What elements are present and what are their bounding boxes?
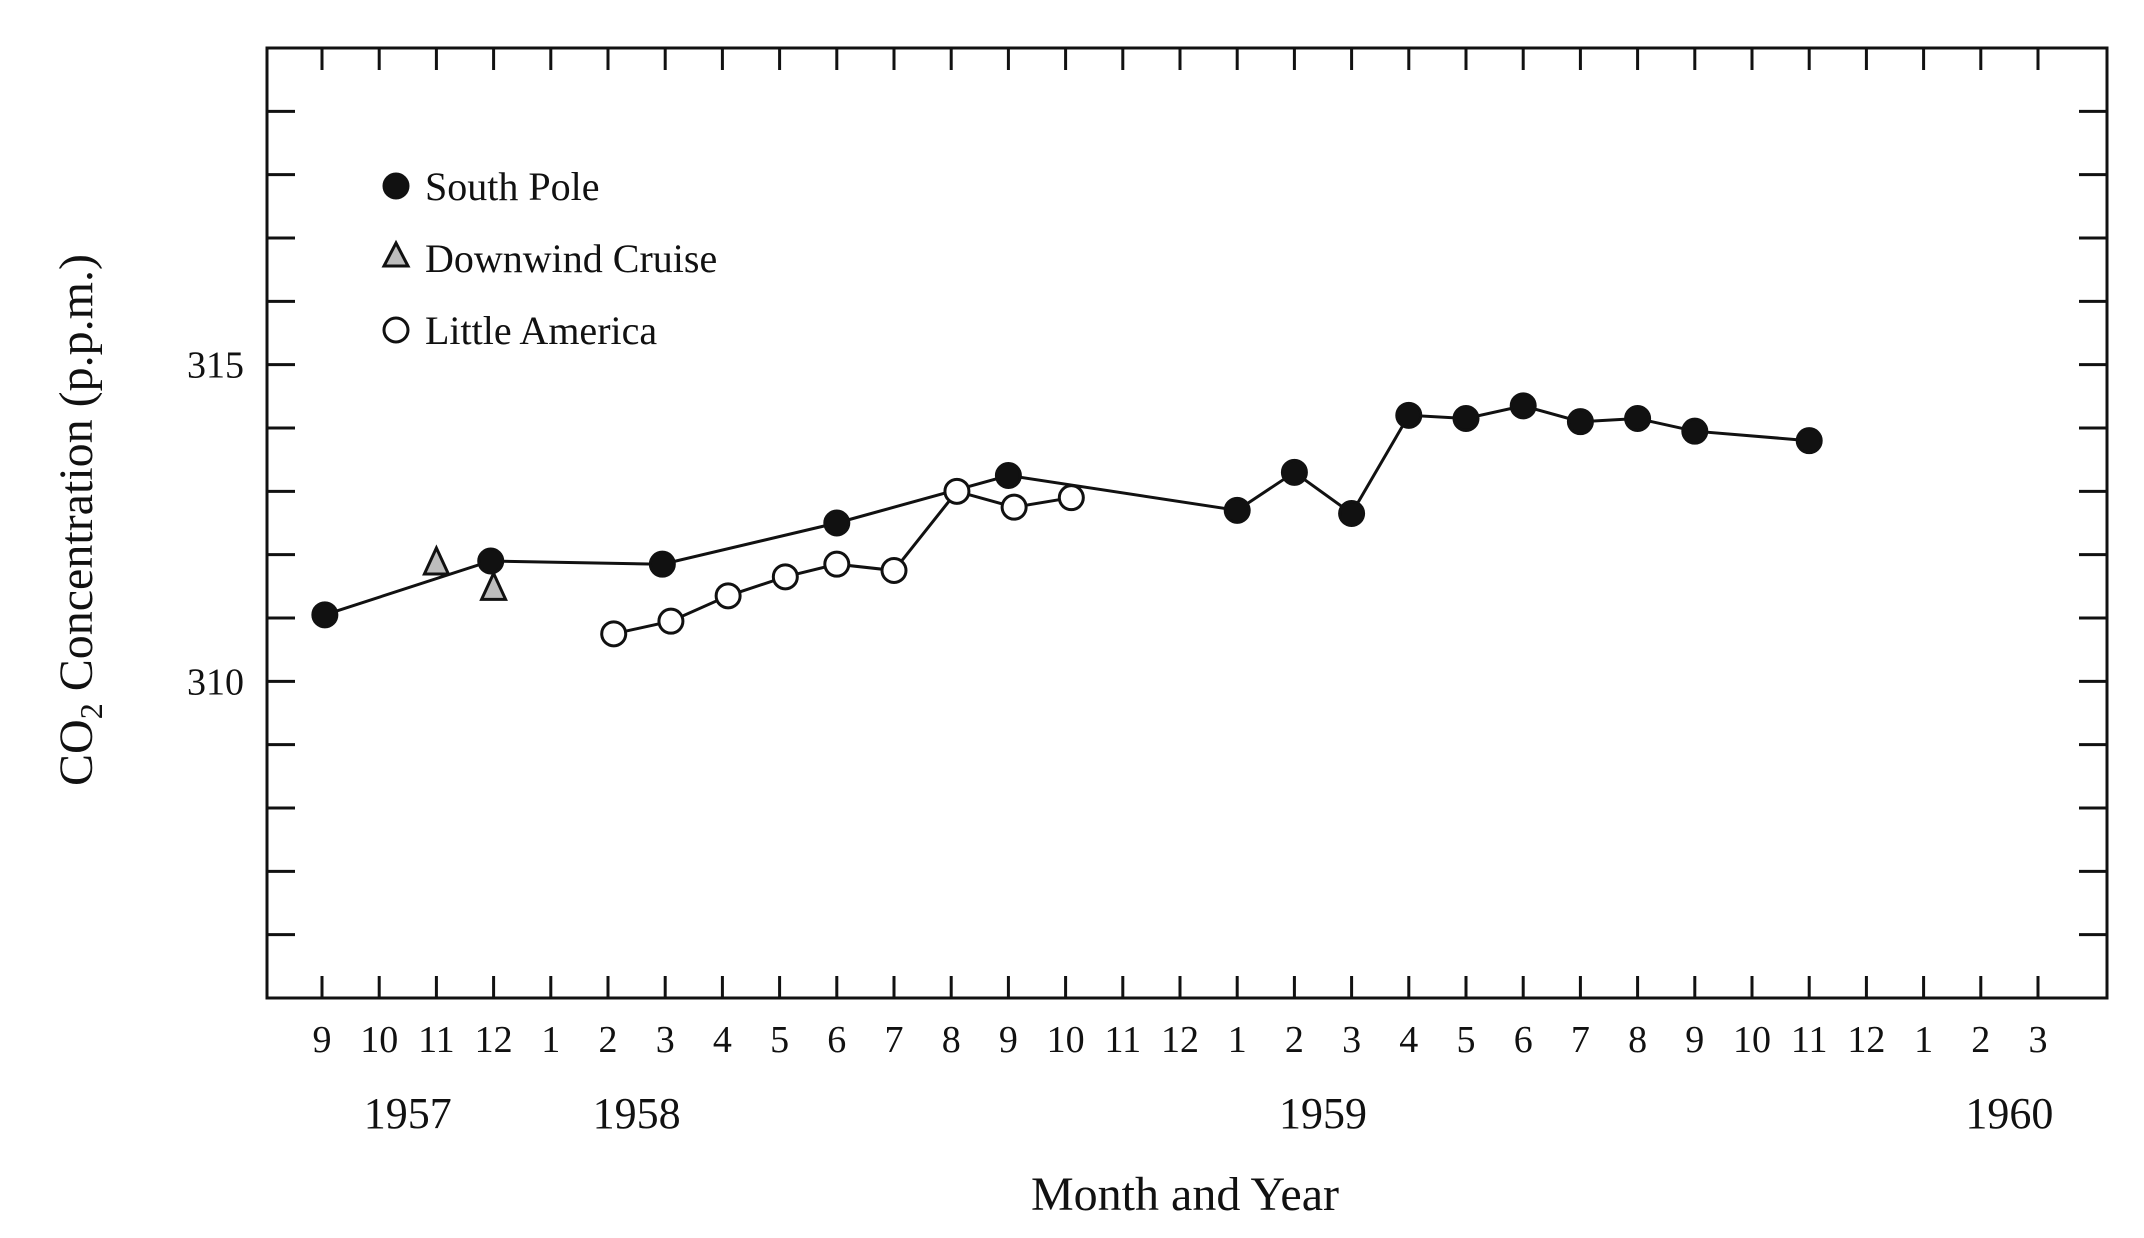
x-tick-label: 2 — [1971, 1019, 1990, 1061]
x-tick-label: 9 — [313, 1019, 332, 1061]
x-axis-title: Month and Year — [1031, 1168, 1339, 1221]
x-tick-label: 5 — [1457, 1019, 1476, 1061]
axis-ticks — [267, 48, 2107, 998]
x-tick-label: 12 — [475, 1019, 513, 1061]
x-tick-label: 11 — [1791, 1019, 1828, 1061]
legend-label: Little America — [425, 308, 657, 353]
year-labels: 1957 1958 1959 1960 — [364, 1089, 2054, 1138]
data-point-south-pole — [648, 550, 676, 578]
data-point-south-pole — [1280, 458, 1308, 486]
data-point-south-pole — [1452, 405, 1480, 432]
data-point-south-pole — [1566, 408, 1594, 436]
x-tick-label: 1 — [541, 1019, 560, 1061]
data-point-little-america — [600, 620, 628, 648]
data-point-little-america — [943, 477, 971, 505]
x-tick-label: 10 — [360, 1019, 398, 1061]
legend-item-little-america: Little America — [382, 308, 657, 353]
x-tick-label: 9 — [1685, 1019, 1704, 1061]
x-tick-label: 6 — [1514, 1019, 1533, 1061]
data-point-south-pole — [1395, 401, 1423, 429]
y-tick-label: 310 — [187, 661, 244, 703]
legend-marker-open-circle — [382, 316, 410, 344]
legend-label: South Pole — [425, 164, 599, 209]
legend-marker-triangle — [381, 239, 411, 268]
y-axis-title: CO2 Concentration (p.p.m.) — [50, 254, 109, 786]
x-tick-label: 3 — [1342, 1019, 1361, 1061]
data-point-south-pole — [311, 601, 339, 629]
x-tick-label: 2 — [1285, 1019, 1304, 1061]
x-tick-label: 3 — [2029, 1019, 2048, 1061]
data-point-south-pole — [1624, 405, 1652, 432]
x-year-label: 1960 — [1965, 1089, 2053, 1138]
y-axis-title-suffix: Concentration (p.p.m.) — [50, 254, 103, 703]
data-point-little-america — [880, 557, 908, 584]
data-point-south-pole — [477, 547, 505, 575]
x-year-label: 1959 — [1279, 1089, 1367, 1138]
data-point-south-pole — [823, 509, 851, 537]
data-point-downwind-cruise — [479, 569, 508, 601]
legend-label: Downwind Cruise — [425, 236, 717, 281]
x-tick-label: 2 — [599, 1019, 618, 1061]
x-tick-label: 8 — [942, 1019, 961, 1061]
x-tick-label: 11 — [1105, 1019, 1142, 1061]
plot-frame — [265, 46, 2109, 1000]
data-point-little-america — [1000, 493, 1028, 521]
x-tick-label: 7 — [1571, 1019, 1590, 1061]
data-point-little-america — [1057, 484, 1085, 512]
x-tick-label: 7 — [885, 1019, 904, 1061]
x-tick-label: 10 — [1733, 1019, 1771, 1061]
x-tick-label: 4 — [1399, 1019, 1418, 1061]
x-tick-label: 8 — [1628, 1019, 1647, 1061]
x-year-label: 1957 — [364, 1089, 452, 1138]
tick-labels: 9 10 11 12 1 2 3 4 5 6 7 8 9 10 11 12 1 2 3 4 5 6 7 8 9 10 11 12 1 2 3… — [187, 345, 2048, 1061]
series-lines — [324, 404, 1810, 636]
y-tick-label: 315 — [187, 345, 244, 387]
series-markers — [311, 392, 1823, 648]
x-tick-label: 3 — [656, 1019, 675, 1061]
x-tick-label: 10 — [1047, 1019, 1085, 1061]
data-point-little-america — [714, 582, 742, 610]
y-axis-title-prefix: CO — [50, 719, 103, 786]
x-tick-label: 5 — [770, 1019, 789, 1061]
x-tick-label: 6 — [827, 1019, 846, 1061]
data-point-south-pole — [994, 462, 1022, 489]
data-point-little-america — [657, 607, 685, 635]
data-point-south-pole — [1681, 417, 1709, 445]
x-tick-label: 1 — [1228, 1019, 1247, 1061]
legend: South Pole Downwind Cruise Little Americ… — [381, 164, 717, 353]
x-tick-label: 9 — [999, 1019, 1018, 1061]
data-point-south-pole — [1338, 500, 1366, 527]
x-tick-label: 1 — [1914, 1019, 1933, 1061]
legend-marker-filled-circle — [382, 172, 410, 200]
data-point-south-pole — [1223, 496, 1251, 524]
data-point-little-america — [771, 563, 799, 591]
data-point-little-america — [823, 550, 851, 578]
x-tick-label: 4 — [713, 1019, 732, 1061]
x-tick-label: 12 — [1161, 1019, 1199, 1061]
x-year-label: 1958 — [593, 1089, 681, 1138]
y-axis-title-subscript: 2 — [73, 703, 109, 719]
data-point-south-pole — [1509, 392, 1537, 420]
data-point-south-pole — [1795, 427, 1823, 455]
data-point-downwind-cruise — [422, 544, 451, 576]
x-tick-label: 12 — [1847, 1019, 1885, 1061]
x-tick-label: 11 — [418, 1019, 455, 1061]
legend-item-south-pole: South Pole — [382, 164, 599, 209]
legend-item-downwind-cruise: Downwind Cruise — [381, 236, 717, 281]
